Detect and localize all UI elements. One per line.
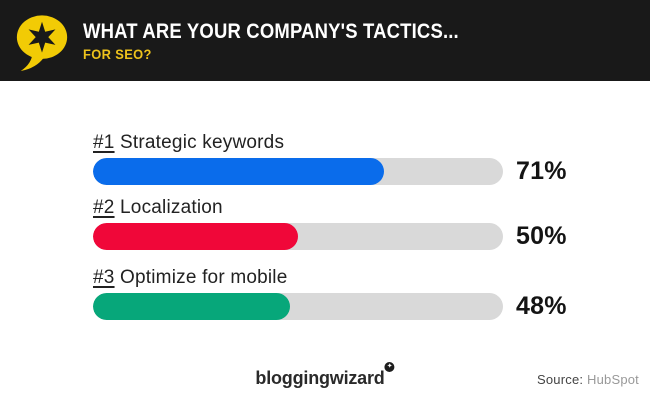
- bar-line: 71%: [93, 158, 650, 185]
- rank-number: #2: [93, 197, 115, 218]
- bar-track: [93, 293, 503, 320]
- brand-text: bloggingwizard: [255, 368, 385, 388]
- value-label: 48%: [516, 292, 567, 320]
- bar-label: #3 Optimize for mobile: [93, 266, 650, 289]
- source-value: HubSpot: [587, 372, 639, 387]
- bar-fill: [93, 223, 298, 250]
- bar-label: #2 Localization: [93, 196, 650, 219]
- category-label: Optimize for mobile: [120, 267, 288, 288]
- bar-track: [93, 223, 503, 250]
- bar-row-localization: #2 Localization 50%: [93, 196, 650, 250]
- bar-line: 48%: [93, 293, 650, 320]
- brand-wordmark: bloggingwizard✦: [255, 362, 395, 389]
- bar-row-optimize-for-mobile: #3 Optimize for mobile 48%: [93, 266, 650, 320]
- category-label: Localization: [120, 197, 223, 218]
- rank-number: #1: [93, 132, 115, 153]
- source-attribution: Source: HubSpot: [537, 372, 639, 387]
- page-title: WHAT ARE YOUR COMPANY'S TACTICS...: [83, 19, 459, 43]
- header-bar: WHAT ARE YOUR COMPANY'S TACTICS... FOR S…: [0, 0, 650, 81]
- rank-number: #3: [93, 267, 115, 288]
- star-icon: [28, 21, 56, 53]
- category-label: Strategic keywords: [120, 132, 285, 153]
- bar-fill: [93, 293, 290, 320]
- bar-row-strategic-keywords: #1 Strategic keywords 71%: [93, 131, 650, 185]
- bar-track: [93, 158, 503, 185]
- bar-label: #1 Strategic keywords: [93, 131, 650, 154]
- page-subtitle: FOR SEO?: [83, 45, 152, 62]
- value-label: 71%: [516, 157, 567, 185]
- source-label: Source:: [536, 372, 584, 387]
- header-text: WHAT ARE YOUR COMPANY'S TACTICS... FOR S…: [83, 20, 510, 62]
- bar-fill: [93, 158, 385, 185]
- bloggingwizard-logo-icon: [16, 14, 68, 71]
- brand-badge-icon: ✦: [384, 362, 395, 372]
- value-label: 50%: [516, 222, 567, 250]
- bar-line: 50%: [93, 223, 650, 250]
